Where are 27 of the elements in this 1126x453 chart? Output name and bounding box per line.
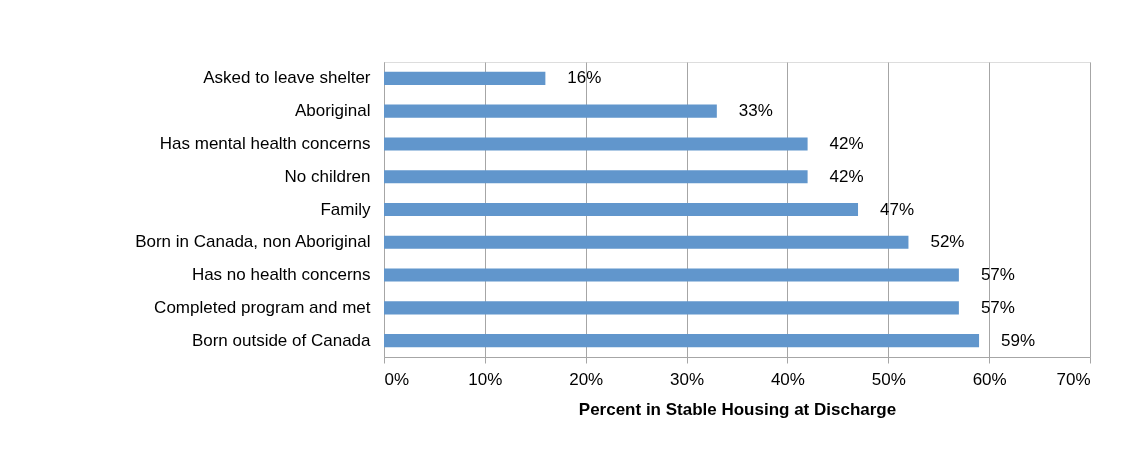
- data-label: 47%: [880, 199, 915, 219]
- x-tick-label: 10%: [468, 369, 503, 389]
- x-tick-label: 40%: [770, 369, 805, 389]
- x-tick-label: 60%: [972, 369, 1007, 389]
- x-tick-label: 70%: [1056, 369, 1091, 389]
- x-tick-label: 30%: [670, 369, 705, 389]
- data-label: 16%: [567, 68, 602, 88]
- data-label: 42%: [829, 133, 864, 153]
- x-tick-label: 0%: [384, 369, 410, 389]
- x-tick-label: 20%: [569, 369, 604, 389]
- x-axis-title: Percent in Stable Housing at Discharge: [578, 399, 897, 419]
- y-tick-label: Asked to leave shelter: [203, 68, 371, 88]
- data-label: 52%: [930, 232, 965, 252]
- data-label: 33%: [738, 101, 773, 121]
- y-tick-label: Aboriginal: [294, 101, 371, 121]
- y-tick-label: No children: [284, 166, 371, 186]
- data-label: 57%: [980, 297, 1015, 317]
- y-tick-label: Has mental health concerns: [159, 133, 371, 153]
- data-label: 42%: [829, 166, 864, 186]
- data-label: 57%: [980, 265, 1015, 285]
- y-tick-label: Born in Canada, non Aboriginal: [135, 232, 371, 252]
- y-tick-label: Family: [320, 199, 371, 219]
- y-tick-label: Has no health concerns: [191, 265, 371, 285]
- x-tick-label: 50%: [871, 369, 906, 389]
- data-label: 59%: [1001, 330, 1036, 350]
- y-tick-label: Completed program and met: [154, 297, 371, 317]
- y-tick-label: Born outside of Canada: [191, 330, 372, 350]
